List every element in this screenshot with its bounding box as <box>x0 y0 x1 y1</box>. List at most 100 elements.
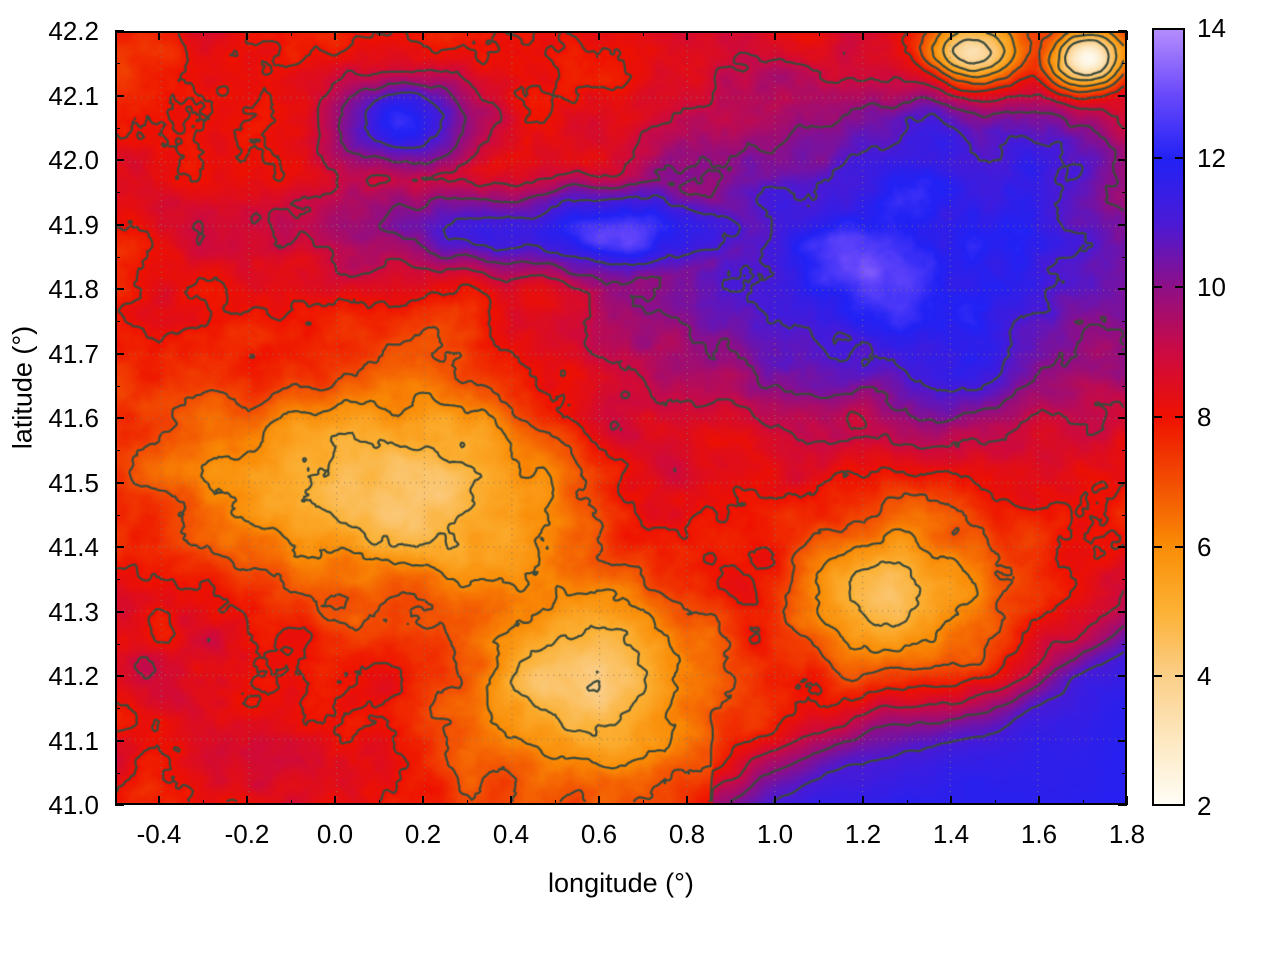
colorbar-tick <box>1152 286 1162 289</box>
y-tick-major-right <box>1118 481 1127 484</box>
y-tick-major <box>115 30 124 32</box>
x-tick-label: -0.2 <box>224 819 270 849</box>
x-tick-minor <box>907 800 908 805</box>
y-tick-label: 41.6 <box>48 403 99 433</box>
colorbar-tick <box>1152 545 1162 548</box>
x-tick-minor <box>555 800 556 805</box>
colorbar-tick-label: 8 <box>1197 402 1212 432</box>
x-tick-label: 1.6 <box>1020 819 1058 849</box>
y-tick-minor <box>115 450 120 452</box>
colorbar-tick-right <box>1175 156 1185 159</box>
y-tick-label: 42.0 <box>48 145 99 175</box>
y-tick-label: 41.7 <box>48 338 99 369</box>
y-tick-minor-right <box>1122 321 1127 323</box>
y-tick-major <box>115 288 124 290</box>
x-tick-major-top <box>862 31 864 40</box>
x-tick-major <box>422 796 424 805</box>
x-tick-minor-top <box>731 31 732 36</box>
y-tick-major <box>115 739 124 742</box>
y-tick-label: 41.1 <box>48 725 99 756</box>
y-tick-major <box>115 417 124 419</box>
x-tick-major-top <box>950 31 952 40</box>
x-tick-label: 0.8 <box>668 819 706 849</box>
y-tick-label: 41.0 <box>48 790 99 820</box>
y-tick-minor <box>115 321 120 323</box>
y-tick-major <box>115 94 124 97</box>
x-tick-minor-top <box>555 31 556 36</box>
x-tick-minor <box>995 800 996 805</box>
x-tick-minor-top <box>907 31 908 36</box>
x-tick-major-top <box>422 31 424 40</box>
y-tick-label: 41.5 <box>48 467 99 498</box>
colorbar-tick-label: 6 <box>1197 531 1212 562</box>
y-tick-major-right <box>1118 94 1127 97</box>
x-tick-minor-top <box>203 31 204 36</box>
y-tick-label: 41.4 <box>48 532 99 562</box>
y-tick-major <box>115 610 124 613</box>
y-tick-minor-right <box>1122 63 1127 65</box>
x-tick-minor <box>819 800 820 805</box>
y-tick-major-right <box>1118 610 1127 613</box>
y-tick-major-right <box>1118 546 1127 548</box>
y-tick-minor-right <box>1122 643 1127 645</box>
y-tick-major <box>115 675 124 677</box>
x-tick-minor <box>379 800 380 805</box>
y-tick-minor-right <box>1122 127 1127 129</box>
y-tick-minor <box>115 63 120 65</box>
x-tick-major <box>686 796 688 805</box>
x-tick-label: 0.4 <box>492 819 530 849</box>
x-tick-major-top <box>246 31 248 40</box>
x-tick-minor-top <box>643 31 644 36</box>
y-tick-minor-right <box>1122 192 1127 194</box>
x-tick-major <box>158 796 160 805</box>
x-tick-minor <box>203 800 204 805</box>
colorbar-tick-label: 2 <box>1197 791 1212 821</box>
y-tick-minor-right <box>1122 385 1127 387</box>
x-tick-label: -0.4 <box>136 819 182 849</box>
y-tick-major <box>115 352 124 355</box>
y-tick-minor <box>115 192 120 194</box>
x-tick-minor-top <box>379 31 380 36</box>
colorbar-tick-label: 14 <box>1197 13 1226 43</box>
y-tick-major-right <box>1118 417 1127 419</box>
y-tick-minor-right <box>1122 708 1127 710</box>
x-tick-major <box>862 796 864 805</box>
y-tick-minor <box>115 256 120 258</box>
x-tick-major-top <box>510 31 512 40</box>
colorbar-tick-right <box>1175 675 1185 678</box>
x-tick-major <box>774 796 776 805</box>
x-tick-major-top <box>598 31 600 40</box>
x-tick-major <box>246 796 248 805</box>
y-tick-minor-right <box>1122 450 1127 452</box>
x-tick-label: 0.2 <box>404 819 442 849</box>
y-tick-minor <box>115 514 120 516</box>
x-tick-major <box>334 796 336 805</box>
x-tick-minor-top <box>995 31 996 36</box>
gridlines <box>117 33 1125 803</box>
x-tick-major <box>598 796 600 805</box>
x-tick-major <box>950 796 952 805</box>
x-tick-label: 1.0 <box>756 819 794 849</box>
x-tick-minor <box>731 800 732 805</box>
x-tick-minor-top <box>291 31 292 36</box>
x-tick-major-top <box>1126 31 1128 40</box>
x-tick-major <box>1038 796 1040 805</box>
colorbar-tick-label: 4 <box>1197 661 1212 692</box>
y-tick-label: 42.2 <box>48 16 99 46</box>
y-tick-major <box>115 159 124 161</box>
y-tick-major-right <box>1118 30 1127 32</box>
y-tick-minor <box>115 708 120 710</box>
y-tick-major-right <box>1118 675 1127 677</box>
x-tick-major <box>1126 796 1128 805</box>
y-tick-major-right <box>1118 739 1127 742</box>
y-tick-minor <box>115 643 120 645</box>
y-tick-minor <box>115 385 120 387</box>
x-tick-label: 1.4 <box>932 819 970 849</box>
x-tick-major-top <box>686 31 688 40</box>
colorbar-tick <box>1152 156 1162 159</box>
x-tick-minor-top <box>1083 31 1084 36</box>
plot-area <box>115 31 1127 805</box>
y-tick-major-right <box>1118 223 1127 226</box>
x-tick-major-top <box>334 31 336 40</box>
